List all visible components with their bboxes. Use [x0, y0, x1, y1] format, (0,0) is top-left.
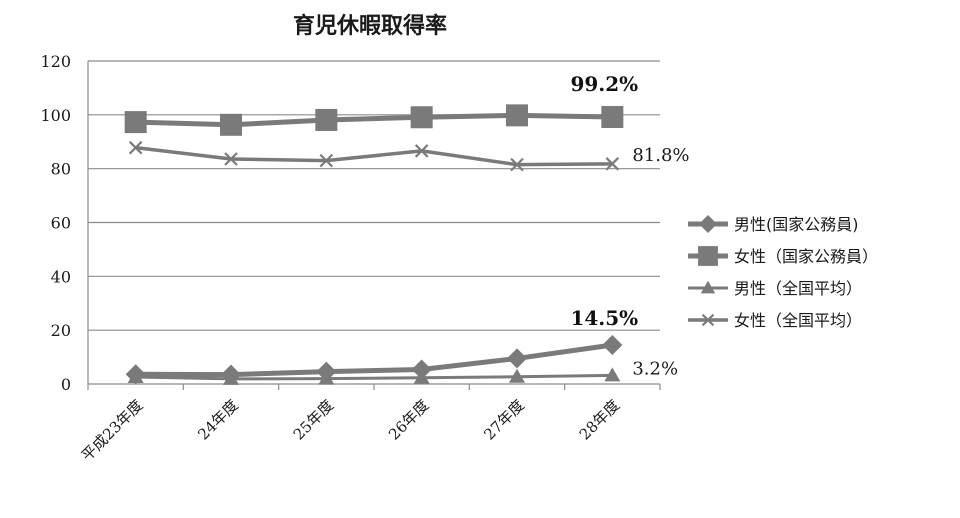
data-point-triangle — [604, 367, 621, 382]
data-point-diamond — [411, 359, 432, 380]
data-point-square — [601, 105, 624, 128]
data-point-cross — [510, 157, 524, 172]
data-point-triangle — [127, 369, 144, 384]
data-point-square — [698, 246, 718, 266]
data-point-square — [220, 113, 242, 136]
data-point-square — [124, 111, 147, 134]
x-tick-label: 26年度 — [385, 396, 432, 443]
data-point-diamond — [699, 215, 717, 233]
x-tick-label: 25年度 — [290, 396, 337, 443]
y-tick-label: 100 — [40, 106, 71, 125]
x-tick-label: 28年度 — [576, 396, 623, 443]
x-tick-label: 27年度 — [480, 396, 527, 443]
series-2 — [124, 104, 624, 136]
data-label: 99.2% — [570, 72, 638, 96]
data-label: 81.8% — [632, 145, 689, 166]
legend-label: 男性（全国平均） — [734, 279, 862, 298]
legend-item: 女性（全国平均） — [688, 311, 862, 330]
data-point-triangle — [223, 370, 239, 385]
data-point-cross — [701, 313, 715, 327]
series-line — [135, 342, 613, 378]
legend-label: 女性（全国平均） — [734, 311, 862, 330]
data-point-triangle — [700, 280, 716, 294]
y-tick-label: 0 — [61, 375, 71, 394]
legend-item: 男性(国家公務員) — [688, 215, 859, 234]
data-point-square — [410, 106, 433, 129]
legend-item: 女性（国家公務員） — [688, 246, 878, 266]
series-line — [135, 112, 613, 128]
data-point-square — [315, 108, 338, 131]
series-group — [124, 104, 624, 385]
y-tick-label: 40 — [51, 267, 71, 286]
x-tick-label: 24年度 — [194, 396, 241, 443]
legend: 男性(国家公務員) 女性（国家公務員） 男性（全国平均） 女性（全国平均） — [688, 215, 878, 330]
data-point-diamond — [507, 348, 527, 369]
data-point-cross — [319, 153, 334, 168]
y-tick-label: 120 — [40, 52, 71, 71]
data-label: 3.2% — [632, 358, 678, 379]
data-point-cross — [605, 157, 620, 171]
series-line — [135, 373, 613, 381]
y-tick-label: 20 — [51, 321, 71, 340]
grid — [88, 60, 660, 331]
data-point-cross — [224, 152, 238, 166]
chart-title: 育児休暇取得率 — [293, 13, 447, 39]
data-point-cross — [414, 144, 429, 158]
data-point-diamond — [602, 334, 623, 355]
data-point-triangle — [318, 370, 335, 385]
legend-label: 女性（国家公務員） — [734, 247, 878, 266]
data-point-triangle — [413, 369, 430, 384]
series-line — [135, 145, 613, 167]
y-tick-label: 80 — [51, 160, 71, 179]
annotations: 99.2% 81.8% 14.5% 3.2% — [570, 72, 689, 379]
series-4 — [128, 140, 620, 172]
data-point-triangle — [509, 368, 525, 383]
legend-label: 男性(国家公務員) — [734, 215, 859, 234]
series-3 — [127, 367, 621, 385]
y-tick-label: 60 — [51, 214, 71, 233]
data-point-cross — [128, 140, 143, 155]
data-label: 14.5% — [570, 306, 638, 330]
data-point-square — [506, 104, 528, 127]
x-tick-label: 平成23年度 — [78, 396, 147, 465]
legend-item: 男性（全国平均） — [688, 279, 862, 298]
